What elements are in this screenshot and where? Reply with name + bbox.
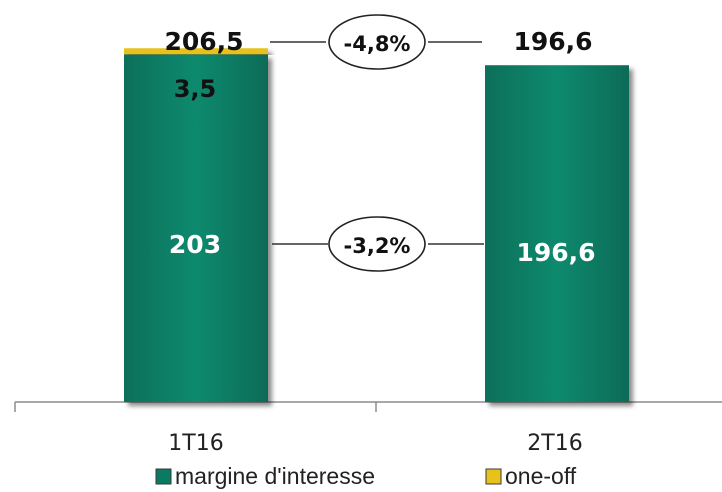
comparison-ellipse [328,216,426,272]
legend-label-oneoff: one-off [505,463,577,489]
x-tick-label-2T16: 2T16 [527,431,582,456]
bars-group [124,48,629,403]
comparison-margin-label: -3,2% [344,234,411,258]
x-tick-label-1T16: 1T16 [168,431,223,456]
bar-margin-2T16 [485,65,629,403]
comparison-margin: -3,2% [328,216,426,272]
legend-label-margin: margine d'interesse [175,463,375,489]
total-label-2T16: 196,6 [513,27,592,56]
margin-value-label-2T16: 196,6 [516,238,595,267]
oneoff-value-label-1T16: 3,5 [174,75,217,103]
legend-swatch-oneoff [485,468,502,485]
bar-margin-1T16 [124,54,268,403]
comparison-total-label: -4,8% [344,32,411,56]
comparison-total: -4,8% [328,14,426,70]
connectors-group [270,41,484,245]
legend-swatch-margin [155,468,172,485]
comparison-ellipse [328,14,426,70]
legend: margine d'interesse one-off [155,463,577,489]
bar-oneoff-1T16 [124,48,268,55]
margin-value-label-1T16: 203 [169,230,221,259]
total-label-1T16: 206,5 [164,27,243,56]
